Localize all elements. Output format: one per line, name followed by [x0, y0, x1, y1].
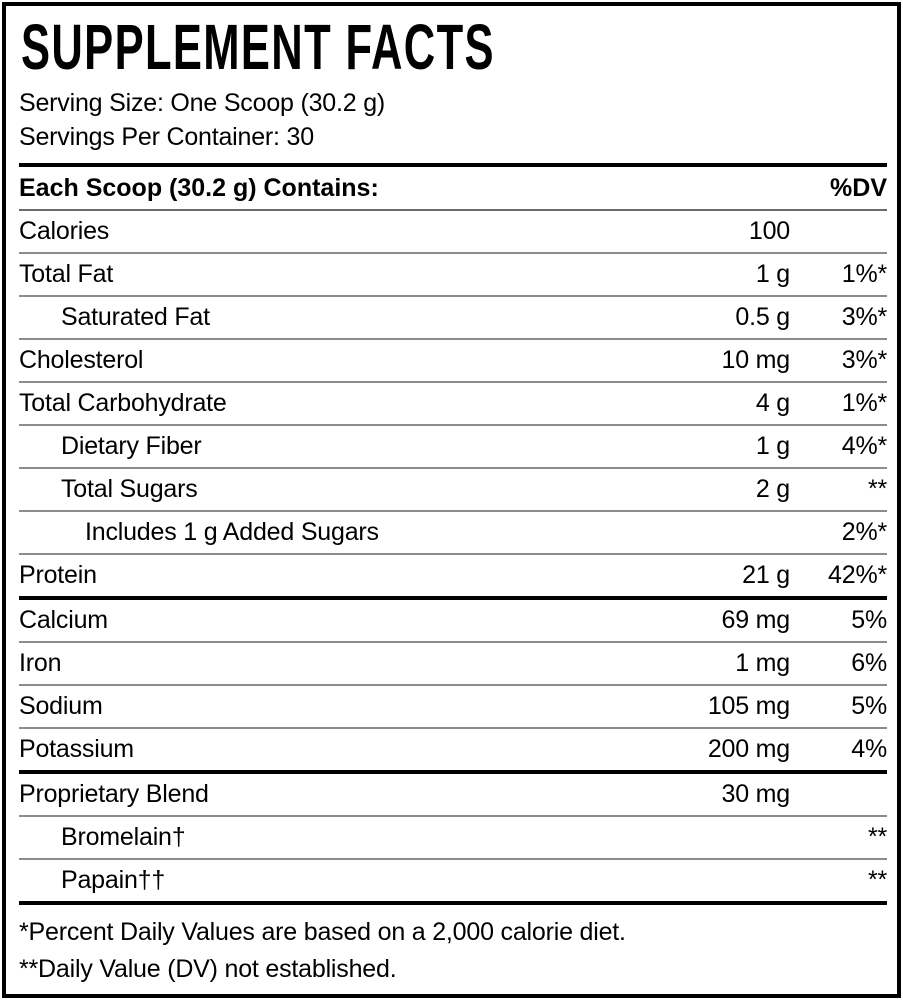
nutrient-row: Cholesterol 10 mg 3%* — [19, 340, 887, 384]
nutrient-row: Bromelain† ** — [19, 817, 887, 861]
nutrient-row: Sodium 105 mg 5% — [19, 686, 887, 730]
nutrient-dv: ** — [867, 866, 887, 895]
facts-rows: Calories 100 Total Fat 1 g 1%* Saturated… — [19, 211, 887, 906]
nutrient-name: Total Carbohydrate — [19, 389, 227, 418]
nutrient-name: Includes 1 g Added Sugars — [85, 518, 379, 547]
footnote-daily-values: *Percent Daily Values are based on a 2,0… — [19, 918, 626, 947]
nutrient-name: Proprietary Blend — [19, 780, 209, 809]
nutrient-row: Saturated Fat 0.5 g 3%* — [19, 297, 887, 341]
nutrient-row: Papain†† ** — [19, 860, 887, 906]
nutrient-amount: 100 — [748, 217, 790, 246]
nutrient-dv: 42%* — [828, 561, 887, 590]
nutrient-amount: 30 mg — [721, 780, 791, 809]
nutrient-amount: 1 g — [755, 432, 790, 461]
nutrient-name: Potassium — [19, 735, 134, 764]
nutrient-dv: 3%* — [841, 346, 887, 375]
table-header-dv: %DV — [830, 173, 887, 202]
nutrient-row: Total Fat 1 g 1%* — [19, 254, 887, 298]
nutrient-dv: 5% — [851, 606, 887, 635]
thick-divider-top — [19, 163, 887, 168]
nutrient-name: Saturated Fat — [61, 303, 210, 332]
nutrient-dv: 4%* — [841, 432, 887, 461]
nutrient-amount: 1 g — [755, 260, 790, 289]
nutrient-name: Calories — [19, 217, 110, 246]
nutrient-dv: 2%* — [841, 518, 887, 547]
nutrient-dv: ** — [867, 475, 887, 504]
nutrient-name: Iron — [19, 649, 62, 678]
nutrient-row: Total Carbohydrate 4 g 1%* — [19, 383, 887, 427]
table-header-row: Each Scoop (30.2 g) Contains: %DV — [19, 167, 887, 212]
nutrient-amount: 200 mg — [707, 735, 790, 764]
nutrient-row: Proprietary Blend 30 mg — [19, 774, 887, 818]
nutrient-row: Iron 1 mg 6% — [19, 643, 887, 687]
footnotes: *Percent Daily Values are based on a 2,0… — [19, 905, 887, 988]
nutrient-amount: 1 mg — [735, 649, 790, 678]
nutrient-row: Dietary Fiber 1 g 4%* — [19, 426, 887, 470]
nutrient-dv: 6% — [851, 649, 887, 678]
nutrient-amount: 4 g — [755, 389, 790, 418]
nutrient-dv: 5% — [851, 692, 887, 721]
nutrient-amount: 105 mg — [707, 692, 790, 721]
nutrient-amount: 21 g — [742, 561, 790, 590]
panel-title: SUPPLEMENT FACTS — [21, 11, 495, 83]
nutrient-name: Papain†† — [61, 866, 166, 895]
nutrient-name: Protein — [19, 561, 97, 590]
nutrient-row: Total Sugars 2 g ** — [19, 469, 887, 513]
nutrient-name: Total Sugars — [61, 475, 198, 504]
serving-size: Serving Size: One Scoop (30.2 g) — [19, 89, 386, 118]
nutrient-row: Calories 100 — [19, 211, 887, 255]
nutrient-amount: 69 mg — [721, 606, 791, 635]
nutrient-name: Total Fat — [19, 260, 114, 289]
nutrient-dv: ** — [867, 823, 887, 852]
table-header-contains: Each Scoop (30.2 g) Contains: — [19, 173, 379, 202]
nutrient-amount: 10 mg — [721, 346, 791, 375]
nutrient-dv: 1%* — [841, 260, 887, 289]
nutrient-row: Potassium 200 mg 4% — [19, 729, 887, 775]
nutrient-name: Cholesterol — [19, 346, 144, 375]
nutrient-name: Dietary Fiber — [61, 432, 202, 461]
nutrient-row: Calcium 69 mg 5% — [19, 600, 887, 644]
nutrient-name: Calcium — [19, 606, 108, 635]
nutrient-name: Bromelain† — [61, 823, 186, 852]
nutrient-amount: 2 g — [755, 475, 790, 504]
nutrient-name: Sodium — [19, 692, 103, 721]
nutrient-dv: 4% — [851, 735, 887, 764]
nutrient-row: Includes 1 g Added Sugars 2%* — [19, 512, 887, 556]
footnote-dv-not-established: **Daily Value (DV) not established. — [19, 955, 397, 984]
nutrient-amount: 0.5 g — [735, 303, 790, 332]
servings-per-container: Servings Per Container: 30 — [19, 123, 314, 152]
nutrient-dv: 1%* — [841, 389, 887, 418]
nutrient-row: Protein 21 g 42%* — [19, 555, 887, 601]
nutrient-dv: 3%* — [841, 303, 887, 332]
